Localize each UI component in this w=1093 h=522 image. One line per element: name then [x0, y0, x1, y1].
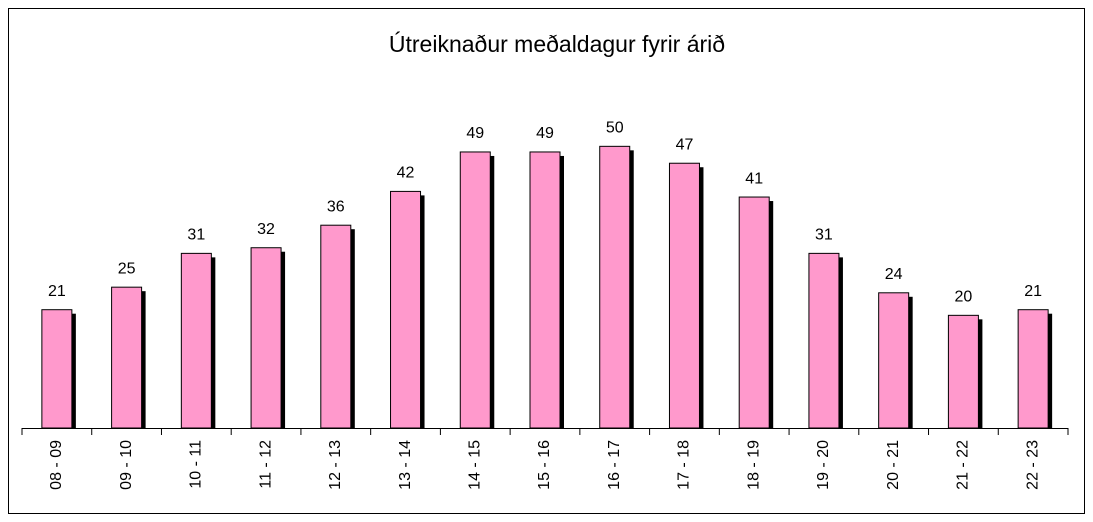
data-label: 20 — [955, 289, 973, 306]
x-tick-label: 09 - 10 — [118, 440, 135, 490]
data-label: 32 — [257, 221, 275, 238]
data-label: 49 — [536, 125, 554, 142]
x-tick-label: 21 - 22 — [955, 440, 972, 490]
bar — [668, 162, 700, 429]
data-label: 41 — [745, 170, 763, 187]
x-tick-label: 20 - 21 — [885, 440, 902, 490]
x-tick-label: 16 - 17 — [606, 440, 623, 490]
bar — [250, 247, 282, 429]
data-label: 36 — [327, 198, 345, 215]
bar — [320, 224, 352, 429]
data-label: 21 — [48, 283, 66, 300]
bar — [599, 145, 631, 429]
bar — [529, 151, 561, 429]
x-tick-label: 17 - 18 — [676, 440, 693, 490]
bar — [808, 252, 840, 429]
bar — [1017, 309, 1049, 429]
bar — [459, 151, 491, 429]
bar — [111, 286, 143, 429]
bar — [947, 314, 979, 429]
x-tick-label: 12 - 13 — [327, 440, 344, 490]
bar — [878, 292, 910, 429]
x-tick-label: 10 - 11 — [188, 440, 205, 489]
data-label: 31 — [815, 227, 833, 244]
data-label: 42 — [397, 165, 415, 182]
data-label: 50 — [606, 120, 624, 137]
bar — [180, 252, 212, 429]
x-tick-label: 14 - 15 — [466, 440, 483, 490]
bar — [738, 196, 770, 429]
bar — [390, 190, 422, 429]
data-label: 25 — [118, 260, 136, 277]
x-tick-label: 19 - 20 — [815, 440, 832, 490]
x-tick-label: 08 - 09 — [48, 440, 65, 490]
x-tick-label: 11 - 12 — [257, 440, 274, 489]
x-tick-label: 18 - 19 — [745, 440, 762, 490]
data-label: 24 — [885, 266, 903, 283]
chart-title: Útreiknaður meðaldagur fyrir árið — [389, 31, 725, 57]
data-label: 31 — [187, 227, 205, 244]
bar — [41, 309, 73, 429]
data-label: 21 — [1024, 283, 1042, 300]
data-label: 49 — [466, 125, 484, 142]
x-tick-label: 22 - 23 — [1024, 440, 1041, 490]
x-tick-label: 15 - 16 — [536, 440, 553, 490]
x-tick-label: 13 - 14 — [397, 440, 414, 490]
data-label: 47 — [676, 136, 694, 153]
